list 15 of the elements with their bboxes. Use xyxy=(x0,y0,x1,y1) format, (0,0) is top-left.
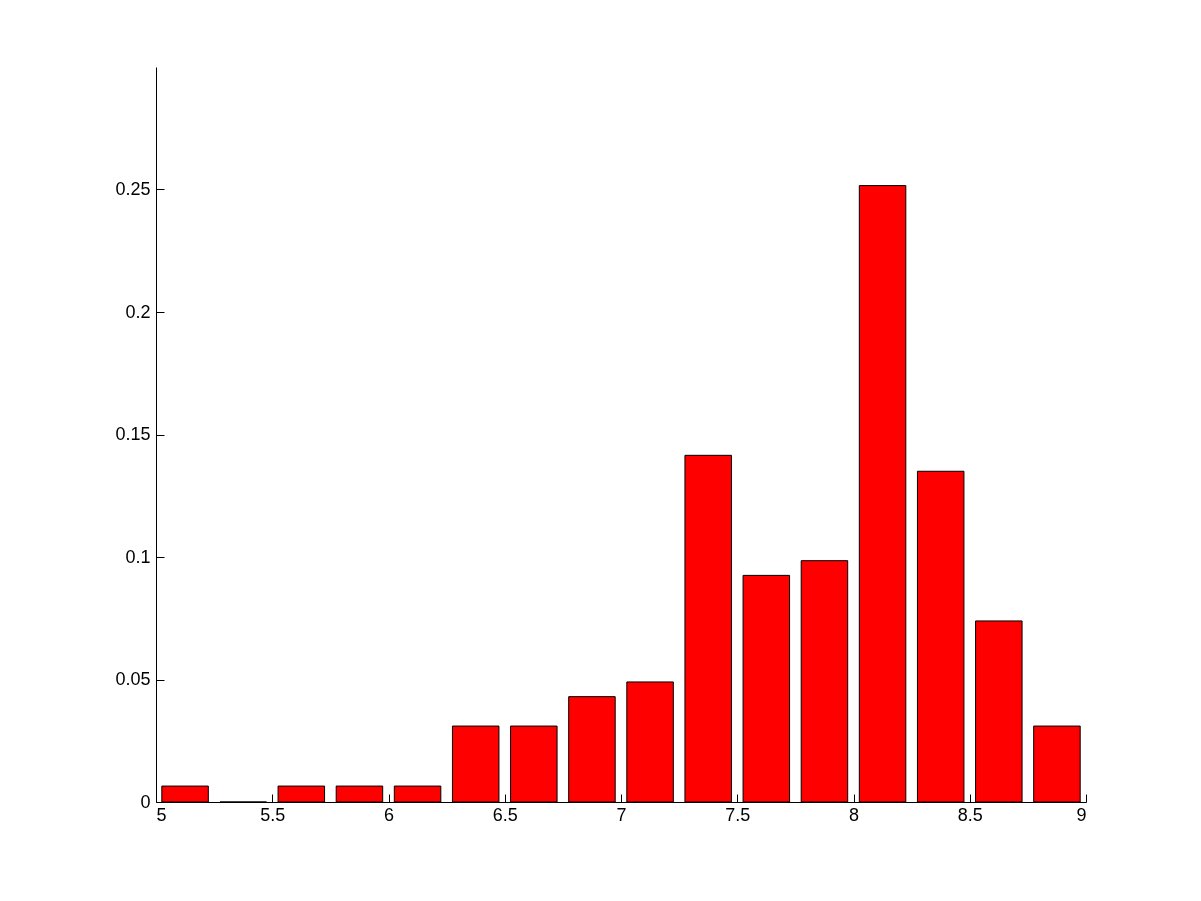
y-tick-label: 0.2 xyxy=(125,301,151,322)
x-tick-label: 5.5 xyxy=(260,804,286,825)
y-tick-label: 0.05 xyxy=(115,669,151,689)
x-tick-label: 5 xyxy=(156,804,167,825)
y-tick-label: 0.15 xyxy=(115,424,151,444)
x-tick-label: 6 xyxy=(383,804,395,825)
x-tick-label: 7.5 xyxy=(725,804,751,825)
y-tick-label: 0.1 xyxy=(125,546,151,567)
y-tick-label: 0.25 xyxy=(115,179,151,199)
x-tick-label: 8.5 xyxy=(957,804,983,825)
y-tick-label: 0 xyxy=(140,791,151,812)
x-tick-label: 9 xyxy=(1076,804,1087,825)
x-tick-label: 6.5 xyxy=(492,804,518,825)
x-tick-label: 8 xyxy=(848,804,860,825)
x-tick-label: 7 xyxy=(616,804,627,825)
